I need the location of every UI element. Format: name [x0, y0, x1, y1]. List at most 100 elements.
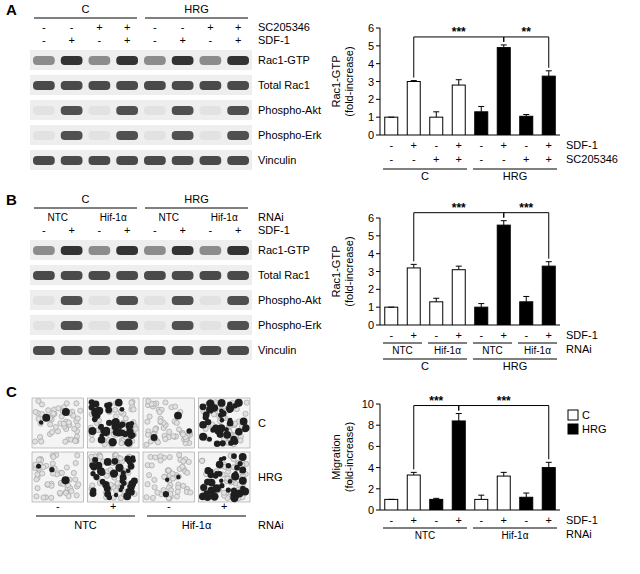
row-label: SDF-1	[566, 514, 598, 526]
blot-band	[200, 81, 222, 90]
blot-band	[89, 296, 111, 305]
micrograph	[32, 452, 84, 502]
pore	[49, 495, 54, 500]
pore	[155, 490, 160, 495]
pore	[61, 421, 66, 426]
pore	[56, 406, 61, 411]
migrated-cell	[214, 441, 221, 448]
condition-sign: +	[546, 514, 552, 526]
error-bar	[478, 304, 484, 308]
blot-band	[200, 131, 222, 140]
pore	[170, 476, 175, 481]
migrated-cell	[241, 488, 249, 496]
condition-sign: +	[110, 500, 116, 512]
bar	[520, 302, 533, 325]
pore	[152, 485, 157, 490]
error-bar	[501, 45, 507, 48]
band-label: Total Rac1	[258, 269, 310, 281]
y-tick	[376, 253, 380, 254]
error-bar	[523, 493, 529, 497]
y-tick-label: 4	[368, 248, 374, 260]
pore	[33, 409, 38, 414]
blot-band	[227, 296, 249, 305]
row-label: RNAi	[258, 211, 284, 223]
y-label-line: Rac1-GTP	[330, 246, 342, 298]
micrograph-frame	[199, 398, 251, 448]
y-label: Migration(fold-increase)	[330, 422, 355, 492]
pore	[123, 416, 128, 421]
migrated-cell	[119, 429, 126, 436]
pore	[149, 463, 154, 468]
migrated-cell	[240, 418, 248, 426]
migrated-cell	[174, 412, 182, 420]
pore	[51, 454, 56, 459]
migrated-cell	[131, 478, 138, 485]
condition-sign: +	[433, 153, 439, 165]
migrated-cell	[203, 493, 211, 501]
blot-band	[227, 131, 249, 140]
migrated-cell	[239, 453, 247, 461]
background	[0, 0, 640, 574]
condition-sign: +	[179, 34, 185, 46]
migrated-cell	[61, 476, 69, 484]
pore	[181, 459, 186, 464]
blot-band	[200, 246, 222, 255]
error-bar	[411, 264, 417, 268]
migrated-cell	[90, 487, 96, 493]
error-bar	[433, 298, 439, 302]
error-bar	[388, 307, 394, 308]
migrated-cell	[219, 457, 223, 461]
pore	[131, 407, 136, 412]
blot-strip	[30, 315, 252, 335]
condition-sign: +	[501, 514, 507, 526]
condition-sign: -	[209, 34, 213, 46]
migrated-cell	[226, 405, 234, 413]
significance-label: ***	[519, 201, 533, 215]
significance-label: ***	[497, 394, 511, 408]
blot-band	[89, 246, 111, 255]
blot-band	[227, 156, 249, 165]
blot-band	[89, 56, 111, 65]
pore	[50, 461, 55, 466]
error-bar	[456, 266, 462, 270]
span-label: NTC	[392, 345, 413, 356]
migrated-cell	[106, 420, 112, 426]
pore	[228, 480, 233, 485]
migrated-cell	[242, 424, 249, 431]
micrograph	[32, 398, 84, 448]
pore	[73, 460, 78, 465]
y-tick	[376, 425, 380, 426]
migrated-cell	[102, 428, 110, 436]
migrated-cell	[220, 418, 225, 423]
y-tick-label: 0	[368, 319, 374, 331]
condition-sign: +	[546, 153, 552, 165]
y-tick-label: 6	[368, 212, 374, 224]
blot-band	[172, 156, 194, 165]
blot-band	[227, 81, 249, 90]
blot-band	[33, 296, 55, 305]
span-label: Hif-1α	[211, 212, 238, 223]
error-stem	[481, 106, 482, 111]
error-bar	[478, 106, 484, 111]
condition-sign: -	[153, 224, 157, 236]
blot-band	[144, 346, 166, 355]
error-stem	[458, 266, 459, 270]
migrated-cell	[223, 431, 231, 439]
migrated-cell	[228, 418, 233, 423]
migrated-cell	[214, 428, 220, 434]
span-label: Hif-1α	[502, 530, 529, 541]
panel-label: A	[6, 1, 17, 18]
row-label: RNAi	[566, 528, 592, 540]
migrated-cell	[176, 475, 181, 480]
migrated-cell	[239, 466, 246, 473]
condition-sign: +	[501, 139, 507, 151]
group-line	[145, 208, 248, 209]
error-cap	[478, 106, 484, 107]
span-label: Hif-1α	[100, 212, 127, 223]
error-cap	[411, 80, 417, 81]
bar	[452, 421, 465, 510]
blot-band	[172, 296, 194, 305]
y-tick-label: 3	[368, 76, 374, 88]
pore	[238, 438, 243, 443]
bar	[520, 497, 533, 510]
